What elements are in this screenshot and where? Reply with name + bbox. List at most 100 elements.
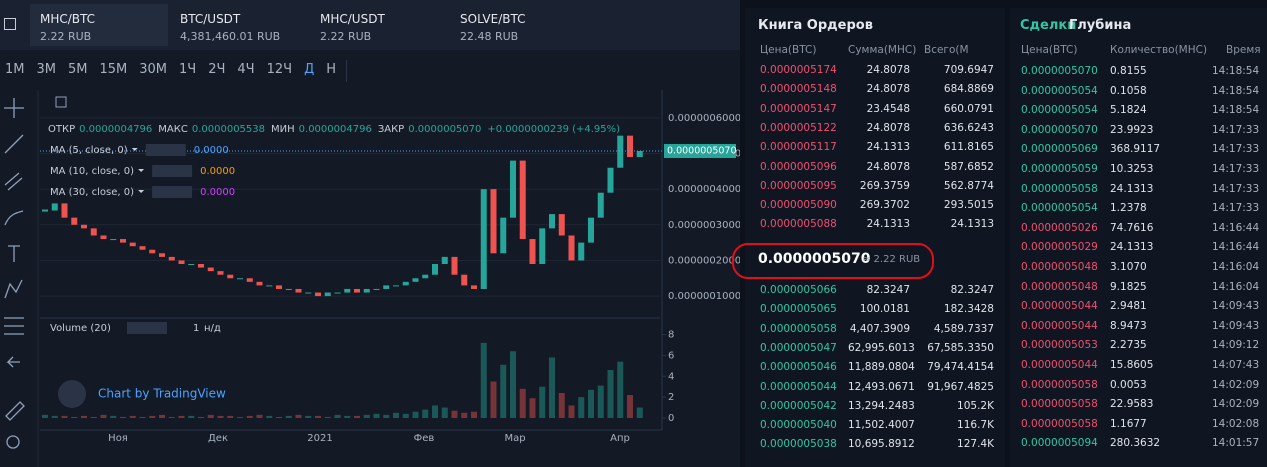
trade-price: 0.0000005044 <box>1021 319 1098 332</box>
interval-button[interactable]: 12Ч <box>266 62 293 77</box>
volume-bar <box>393 412 399 418</box>
bid-price[interactable]: 0.0000005042 <box>760 399 837 412</box>
tab-price[interactable]: 4,381,460.01 RUB <box>180 30 281 43</box>
ask-total: 660.0791 <box>943 102 994 115</box>
last-price: 0.0000005070 <box>758 251 871 267</box>
ask-price[interactable]: 0.0000005148 <box>760 83 837 96</box>
bid-price[interactable]: 0.0000005044 <box>760 380 837 393</box>
tab-pair[interactable]: MHC/USDT <box>320 12 385 26</box>
tab-pair[interactable]: MHC/BTC <box>40 12 96 26</box>
candle <box>227 274 234 279</box>
ask-price[interactable]: 0.0000005117 <box>760 141 837 154</box>
volume-bar <box>149 415 156 418</box>
volume-bar <box>383 414 390 418</box>
tab-price[interactable]: 2.22 RUB <box>320 30 372 43</box>
column-header: Время <box>1226 44 1261 56</box>
interval-button[interactable]: 1M <box>5 62 25 77</box>
trades-tab[interactable]: Сделки <box>1020 18 1077 33</box>
trade-price: 0.0000005058 <box>1021 378 1098 391</box>
bid-total: 116.7K <box>957 419 994 432</box>
indicator-value: 0.0000 <box>200 187 235 198</box>
candle <box>519 160 526 240</box>
volume-bar <box>61 415 68 418</box>
trade-qty: 1.1677 <box>1110 417 1147 430</box>
trade-qty: 2.9481 <box>1110 300 1147 313</box>
interval-button[interactable]: 1Ч <box>179 62 197 77</box>
tab-pair[interactable]: BTC/USDT <box>180 12 241 26</box>
column-header: Цена(BTC) <box>760 44 817 56</box>
interval-button[interactable]: Н <box>326 62 336 77</box>
tab-price[interactable]: 22.48 RUB <box>460 30 519 43</box>
ask-total: 562.8774 <box>943 179 994 192</box>
ask-price[interactable]: 0.0000005088 <box>760 218 837 231</box>
bid-price[interactable]: 0.0000005058 <box>760 322 837 335</box>
back-icon <box>6 356 20 368</box>
interval-button[interactable]: 5M <box>68 62 88 77</box>
tab-pair[interactable]: SOLVE/BTC <box>460 12 526 26</box>
column-header: Цена(BTC) <box>1021 44 1078 56</box>
volume-bar <box>441 407 448 418</box>
trade-price: 0.0000005026 <box>1021 221 1098 234</box>
candle <box>207 267 214 272</box>
bid-price[interactable]: 0.0000005038 <box>760 438 837 451</box>
candle <box>627 135 633 158</box>
ohlc-value: 0.0000005538 <box>192 124 265 135</box>
ohlc-change: +0.0000000239 (+4.95%) <box>487 124 620 135</box>
candle <box>549 214 555 229</box>
candle <box>363 288 370 293</box>
ask-price[interactable]: 0.0000005174 <box>760 64 837 76</box>
ask-amount: 24.8078 <box>866 121 910 134</box>
volume-bar <box>549 357 555 418</box>
ask-price[interactable]: 0.0000005090 <box>760 199 837 212</box>
volume-bar <box>42 414 48 418</box>
candle <box>344 288 351 293</box>
bid-amount: 11,502.4007 <box>848 419 915 432</box>
candle <box>149 249 156 254</box>
bid-price[interactable]: 0.0000005047 <box>760 341 837 354</box>
candle <box>588 217 594 243</box>
column-header: Сумма(MHC) <box>848 44 917 56</box>
tab-close[interactable] <box>152 10 162 20</box>
ask-total: 587.6852 <box>943 160 994 173</box>
bid-amount: 11,889.0804 <box>848 361 915 374</box>
interval-button[interactable]: 2Ч <box>208 62 226 77</box>
ask-price[interactable]: 0.0000005095 <box>760 179 837 192</box>
candle <box>558 214 565 236</box>
trade-time: 14:09:12 <box>1212 339 1260 352</box>
ask-price[interactable]: 0.0000005096 <box>760 160 837 173</box>
depth-tab[interactable]: Глубина <box>1069 18 1132 33</box>
bid-price[interactable]: 0.0000005046 <box>760 361 837 374</box>
trade-time: 14:16:44 <box>1212 221 1260 234</box>
trade-price: 0.0000005059 <box>1021 163 1098 175</box>
candle <box>256 281 263 286</box>
candle <box>90 228 97 236</box>
ask-price[interactable]: 0.0000005147 <box>760 102 837 115</box>
trade-qty: 0.1058 <box>1110 84 1147 97</box>
interval-button[interactable]: 15M <box>99 62 128 77</box>
bid-amount: 13,294.2483 <box>848 399 915 412</box>
ask-price[interactable]: 0.0000005122 <box>760 121 837 134</box>
bid-price[interactable]: 0.0000005066 <box>760 284 837 296</box>
interval-divider <box>346 60 347 82</box>
interval-button[interactable]: Д <box>304 62 315 77</box>
collapse-icon[interactable] <box>55 96 67 108</box>
trade-price: 0.0000005048 <box>1021 261 1098 273</box>
volume-bar <box>227 415 234 418</box>
candle <box>568 235 575 261</box>
volume-bar <box>432 405 438 418</box>
ask-total: 636.6243 <box>943 121 994 134</box>
interval-button[interactable]: 4Ч <box>237 62 255 77</box>
x-tick-label: Ноя <box>108 433 128 444</box>
trade-qty: 5.1824 <box>1110 104 1147 117</box>
candle <box>617 135 624 168</box>
active-tab <box>30 4 168 46</box>
interval-button[interactable]: 3M <box>36 62 57 77</box>
bid-price[interactable]: 0.0000005040 <box>760 419 837 432</box>
bid-price[interactable]: 0.0000005065 <box>760 303 837 316</box>
volume-bar <box>344 415 351 418</box>
tab-price[interactable]: 2.22 RUB <box>40 30 92 43</box>
interval-button[interactable]: 30M <box>139 62 168 77</box>
trade-qty: 280.3632 <box>1110 437 1161 450</box>
volume-bar <box>519 388 526 418</box>
